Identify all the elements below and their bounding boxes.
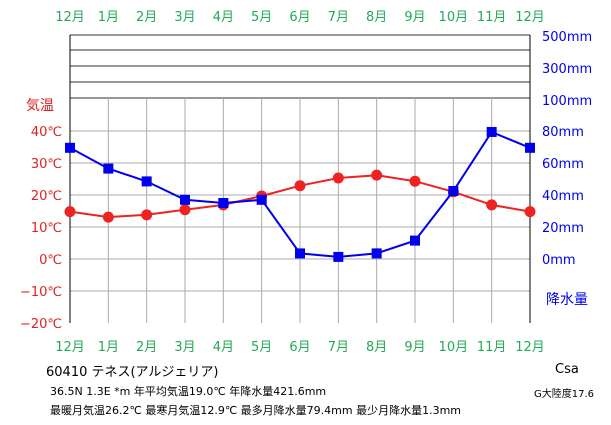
precipitation-point <box>448 186 459 196</box>
precipitation-tick-label: 20mm <box>542 221 584 236</box>
month-label-bottom: 3月 <box>174 340 195 355</box>
month-label-top: 12月 <box>515 10 545 25</box>
temperature-point <box>102 211 114 223</box>
month-label-bottom: 4月 <box>213 340 234 355</box>
month-label-top: 5月 <box>251 10 272 25</box>
continentality-index: G大陸度17.6 <box>534 389 595 400</box>
precipitation-point <box>295 248 305 259</box>
temperature-point <box>332 172 344 184</box>
climate-chart: 12月 1月 2月 3月 4月 5月 6月 7月 8月 9月 10月 11月 12月 12月 1月 2月 3月… <box>20 10 592 355</box>
month-label-top: 12月 <box>55 10 85 25</box>
precipitation-tick-label: 500mm <box>542 30 592 45</box>
temperature-point <box>371 169 383 181</box>
temperature-tick-label: −10℃ <box>20 285 62 300</box>
month-label-bottom: 10月 <box>439 340 469 355</box>
station-summary: 36.5N 1.3E *m 年平均気温19.0℃ 年降水量421.6mm <box>50 385 327 398</box>
month-label-bottom: 11月 <box>477 340 507 355</box>
precipitation-point <box>525 142 535 153</box>
temperature-tick-label: 40℃ <box>31 125 62 140</box>
month-label-bottom: 8月 <box>366 340 387 355</box>
precipitation-axis-label: 降水量 <box>546 292 588 308</box>
precipitation-point <box>371 248 382 259</box>
temperature-point <box>294 180 306 192</box>
month-label-bottom: 7月 <box>328 340 349 355</box>
precipitation-point <box>410 235 420 246</box>
month-label-bottom: 12月 <box>55 340 85 355</box>
month-label-top: 10月 <box>439 10 469 25</box>
month-label-top: 1月 <box>98 10 119 25</box>
temperature-point <box>409 175 421 187</box>
precipitation-tick-label: 100mm <box>542 94 592 109</box>
precipitation-point <box>486 126 497 137</box>
precipitation-tick-label: 40mm <box>542 189 584 204</box>
temperature-tick-label: 0℃ <box>39 253 62 268</box>
temperature-point <box>179 204 191 216</box>
temperature-tick-label: 10℃ <box>31 221 62 236</box>
temperature-point <box>141 209 153 221</box>
precipitation-point <box>333 251 344 262</box>
climate-class: Csa <box>555 362 579 377</box>
temperature-point <box>486 199 498 211</box>
month-label-top: 8月 <box>366 10 387 25</box>
month-label-top: 11月 <box>477 10 507 25</box>
month-label-bottom: 1月 <box>98 340 119 355</box>
precipitation-tick-label: 300mm <box>542 62 592 77</box>
month-label-bottom: 2月 <box>136 340 157 355</box>
month-label-top: 6月 <box>289 10 310 25</box>
month-label-bottom: 5月 <box>251 340 272 355</box>
precipitation-point <box>180 194 190 205</box>
temperature-axis-label: 気温 <box>26 98 54 114</box>
precipitation-point <box>218 198 229 208</box>
precipitation-point <box>65 142 75 153</box>
month-label-bottom: 12月 <box>515 340 545 355</box>
station-name: 60410 テネス(アルジェリア) <box>46 365 219 380</box>
month-label-top: 3月 <box>174 10 195 25</box>
precipitation-point <box>103 163 114 174</box>
precipitation-point <box>256 194 267 205</box>
temperature-tick-label: 20℃ <box>31 189 62 204</box>
month-label-bottom: 6月 <box>289 340 310 355</box>
precipitation-tick-label: 60mm <box>542 157 584 172</box>
precipitation-point <box>141 176 152 187</box>
temperature-point <box>64 206 76 218</box>
temperature-tick-label: −20℃ <box>20 317 62 332</box>
month-label-top: 2月 <box>136 10 157 25</box>
temperature-tick-label: 30℃ <box>31 157 62 172</box>
precipitation-tick-label: 0mm <box>542 253 576 268</box>
month-label-top: 9月 <box>404 10 425 25</box>
month-label-top: 4月 <box>213 10 234 25</box>
precipitation-tick-label: 80mm <box>542 125 584 140</box>
station-extremes: 最暖月気温26.2℃ 最寒月気温12.9℃ 最多月降水量79.4mm 最少月降水… <box>50 404 462 417</box>
temperature-point <box>524 206 536 218</box>
month-label-bottom: 9月 <box>404 340 425 355</box>
month-label-top: 7月 <box>328 10 349 25</box>
